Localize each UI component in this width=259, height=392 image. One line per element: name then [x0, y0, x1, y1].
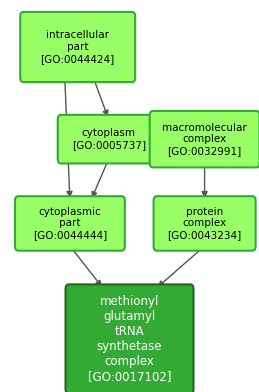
- Text: macromolecular
complex
[GO:0032991]: macromolecular complex [GO:0032991]: [162, 123, 247, 156]
- Text: protein
complex
[GO:0043234]: protein complex [GO:0043234]: [168, 207, 242, 240]
- FancyBboxPatch shape: [150, 111, 259, 167]
- Text: intracellular
part
[GO:0044424]: intracellular part [GO:0044424]: [41, 31, 115, 64]
- Text: methionyl
glutamyl
tRNA
synthetase
complex
[GO:0017102]: methionyl glutamyl tRNA synthetase compl…: [88, 295, 171, 383]
- FancyBboxPatch shape: [58, 115, 160, 163]
- FancyBboxPatch shape: [154, 196, 256, 251]
- FancyBboxPatch shape: [20, 12, 135, 82]
- FancyBboxPatch shape: [66, 285, 193, 392]
- Text: cytoplasmic
part
[GO:0044444]: cytoplasmic part [GO:0044444]: [33, 207, 107, 240]
- Text: cytoplasm
[GO:0005737]: cytoplasm [GO:0005737]: [72, 128, 146, 150]
- FancyBboxPatch shape: [15, 196, 125, 251]
